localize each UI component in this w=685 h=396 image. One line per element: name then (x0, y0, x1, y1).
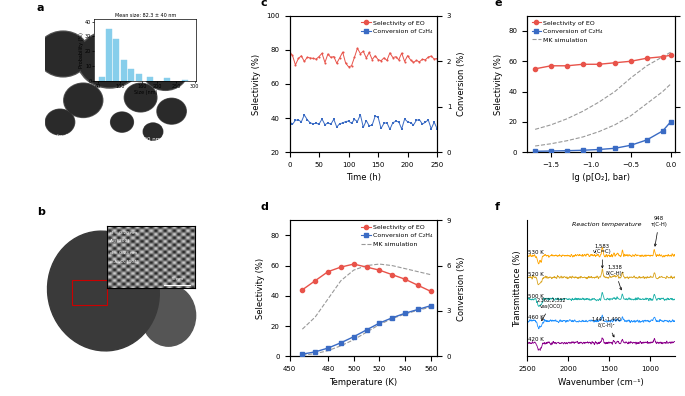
Text: e: e (495, 0, 502, 8)
Text: 1,441-1,400
δ(C-H)²: 1,441-1,400 δ(C-H)² (592, 317, 621, 337)
Text: d: d (260, 202, 268, 212)
Text: 520 K: 520 K (528, 272, 544, 277)
Circle shape (144, 51, 187, 89)
Text: 530 K: 530 K (528, 250, 544, 255)
Y-axis label: Selectivity (%): Selectivity (%) (256, 258, 265, 319)
Legend: Selectivity of EO, Conversion of C₂H₄: Selectivity of EO, Conversion of C₂H₄ (360, 19, 434, 35)
Text: 1,338
δ(C-H)²: 1,338 δ(C-H)² (606, 265, 624, 290)
Y-axis label: Selectivity (%): Selectivity (%) (252, 53, 261, 114)
Circle shape (64, 84, 102, 117)
Legend: Selectivity of EO, Conversion of C₂H₄, MK simulation: Selectivity of EO, Conversion of C₂H₄, M… (360, 223, 434, 248)
Circle shape (77, 31, 142, 88)
Bar (73, 280, 106, 305)
Text: 460 K: 460 K (528, 316, 544, 320)
Text: Reaction temperature: Reaction temperature (572, 222, 642, 227)
Legend: Selectivity of EO, Conversion of C₂H₄, MK simulation: Selectivity of EO, Conversion of C₂H₄, M… (530, 19, 604, 44)
Ellipse shape (141, 285, 196, 346)
Text: 2,362,2,332
vas(OCO): 2,362,2,332 vas(OCO) (537, 298, 566, 321)
Circle shape (110, 112, 134, 132)
Circle shape (158, 99, 186, 124)
Circle shape (143, 123, 163, 140)
Circle shape (79, 32, 140, 87)
Circle shape (157, 98, 186, 124)
Text: Ag/α-Al₂O₃: Ag/α-Al₂O₃ (49, 134, 82, 139)
Circle shape (45, 109, 75, 135)
Circle shape (46, 110, 74, 134)
X-axis label: Temperature (K): Temperature (K) (329, 378, 397, 386)
Circle shape (144, 124, 162, 140)
Y-axis label: Transmittance (%): Transmittance (%) (512, 250, 521, 327)
Circle shape (37, 31, 89, 77)
Text: 500 K: 500 K (528, 294, 544, 299)
Text: 200 nm: 200 nm (140, 137, 161, 142)
Text: b: b (37, 208, 45, 217)
X-axis label: Wavenumber (cm⁻¹): Wavenumber (cm⁻¹) (558, 378, 644, 386)
Y-axis label: Selectivity (%): Selectivity (%) (494, 53, 503, 114)
X-axis label: lg (p[O₂], bar): lg (p[O₂], bar) (572, 173, 630, 182)
Text: 20 nm: 20 nm (138, 341, 155, 346)
Y-axis label: Conversion (%): Conversion (%) (457, 256, 466, 320)
Text: a: a (37, 3, 45, 13)
Circle shape (64, 83, 103, 118)
Circle shape (111, 112, 133, 131)
Text: f: f (495, 202, 499, 212)
Circle shape (142, 50, 188, 90)
Y-axis label: Conversion (%): Conversion (%) (457, 52, 466, 116)
Text: 1,583
ν(C=C): 1,583 ν(C=C) (593, 244, 612, 268)
Ellipse shape (47, 231, 160, 351)
Text: c: c (260, 0, 266, 8)
Circle shape (38, 32, 88, 76)
Text: 948
τ(C-H): 948 τ(C-H) (651, 216, 668, 246)
Text: 420 K: 420 K (528, 337, 544, 342)
Circle shape (125, 84, 156, 111)
X-axis label: Time (h): Time (h) (346, 173, 381, 182)
Circle shape (125, 83, 157, 112)
